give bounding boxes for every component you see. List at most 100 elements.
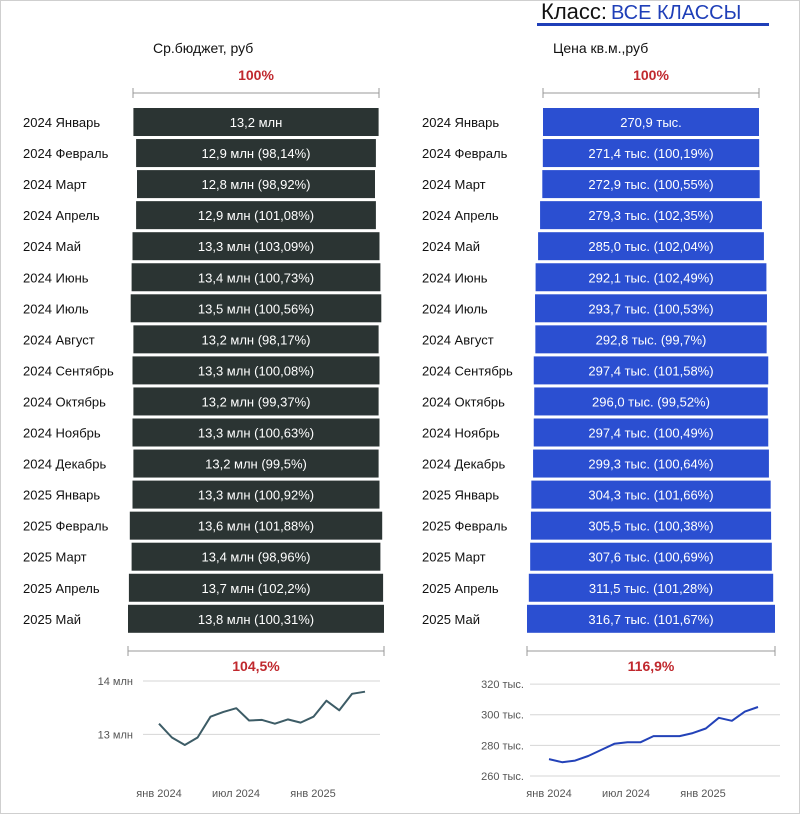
bar-value-label: 13,2 млн (98,17%): [202, 332, 311, 347]
row-label: 2024 Апрель: [23, 208, 100, 223]
row-label: 2024 Ноябрь: [23, 426, 101, 441]
funnel-bar[interactable]: [131, 542, 381, 571]
row-label: 2024 Октябрь: [422, 394, 505, 409]
y-tick-label: 14 млн: [98, 676, 133, 688]
y-tick-label: 260 тыс.: [481, 771, 524, 783]
y-tick-label: 13 млн: [98, 729, 133, 741]
funnel-bar[interactable]: [534, 387, 768, 416]
bar-value-label: 270,9 тыс.: [620, 115, 682, 130]
row-label: 2024 Декабрь: [23, 457, 106, 472]
funnel-bar[interactable]: [133, 387, 379, 416]
funnel-bar[interactable]: [131, 263, 381, 292]
bar-value-label: 12,8 млн (98,92%): [202, 177, 311, 192]
row-label: 2024 Март: [422, 177, 486, 192]
bar-value-label: 13,4 млн (98,96%): [202, 550, 311, 565]
y-tick-label: 280 тыс.: [481, 740, 524, 752]
funnel-bar[interactable]: [530, 542, 772, 571]
row-label: 2024 Август: [422, 332, 494, 347]
row-label: 2024 Апрель: [422, 208, 499, 223]
row-label: 2024 Январь: [23, 115, 100, 130]
row-label: 2024 Июль: [422, 301, 488, 316]
left-top-percent: 100%: [238, 67, 274, 83]
bar-value-label: 279,3 тыс. (102,35%): [588, 208, 713, 223]
bar-value-label: 13,4 млн (100,73%): [198, 270, 314, 285]
funnel-bar[interactable]: [130, 294, 382, 323]
funnel-bar[interactable]: [128, 573, 384, 602]
bar-value-label: 297,4 тыс. (100,49%): [588, 426, 713, 441]
funnel-bar[interactable]: [527, 604, 775, 633]
row-label: 2024 Сентябрь: [422, 363, 513, 378]
row-label: 2024 Февраль: [422, 146, 508, 161]
bar-value-label: 299,3 тыс. (100,64%): [588, 457, 713, 472]
row-label: 2024 Май: [23, 239, 81, 254]
row-label: 2025 Январь: [422, 488, 499, 503]
bar-value-label: 13,2 млн: [230, 115, 283, 130]
bar-value-label: 13,3 млн (100,63%): [198, 426, 314, 441]
funnel-bar[interactable]: [133, 108, 379, 136]
row-label: 2024 Январь: [422, 115, 499, 130]
funnel-bar[interactable]: [132, 418, 380, 447]
funnel-bar[interactable]: [542, 139, 760, 168]
row-label: 2024 Февраль: [23, 146, 109, 161]
class-value[interactable]: ВСЕ КЛАССЫ: [611, 2, 741, 24]
funnel-bar[interactable]: [531, 480, 771, 509]
funnel-bar[interactable]: [528, 573, 774, 602]
funnel-bar[interactable]: [132, 232, 380, 261]
bar-value-label: 297,4 тыс. (101,58%): [588, 363, 713, 378]
right-sparkline: 320 тыс. 300 тыс. 280 тыс. 260 тыс.янв 2024…: [481, 679, 780, 800]
funnel-bar[interactable]: [136, 139, 376, 168]
funnel-bar[interactable]: [543, 108, 759, 136]
funnel-bar[interactable]: [128, 604, 384, 633]
bar-value-label: 13,3 млн (100,08%): [198, 363, 314, 378]
funnel-bar[interactable]: [137, 170, 375, 199]
funnel-bar[interactable]: [132, 480, 380, 509]
funnel-bar[interactable]: [542, 170, 760, 199]
bar-value-label: 285,0 тыс. (102,04%): [588, 239, 713, 254]
x-tick-label: июл 2024: [212, 788, 260, 800]
x-tick-label: июл 2024: [602, 788, 650, 800]
x-tick-label: янв 2024: [526, 788, 571, 800]
row-label: 2025 Февраль: [23, 519, 109, 534]
left-sparkline: 14 млн 13 млн янв 2024 июл 2024 янв 2025: [98, 676, 380, 800]
bar-value-label: 12,9 млн (98,14%): [202, 146, 311, 161]
funnel-bar[interactable]: [133, 325, 379, 354]
bar-value-label: 13,3 млн (100,92%): [198, 488, 314, 503]
funnel-bar[interactable]: [538, 232, 764, 261]
bar-value-label: 271,4 тыс. (100,19%): [588, 146, 713, 161]
funnel-bar[interactable]: [535, 325, 767, 354]
row-label: 2024 Июнь: [422, 270, 488, 285]
class-label: Класс:: [541, 0, 607, 24]
bar-value-label: 305,5 тыс. (100,38%): [588, 519, 713, 534]
funnel-bar[interactable]: [132, 356, 380, 385]
row-label: 2025 Май: [422, 612, 480, 627]
funnel-bar[interactable]: [533, 418, 769, 447]
funnel-bar[interactable]: [530, 511, 772, 540]
funnel-bar[interactable]: [133, 449, 379, 478]
funnel-bar[interactable]: [535, 294, 767, 323]
left-bottom-percent: 104,5%: [232, 658, 280, 674]
funnel-bar[interactable]: [540, 201, 762, 230]
row-label: 2025 Апрель: [23, 581, 100, 596]
row-label: 2024 Май: [422, 239, 480, 254]
bar-value-label: 292,8 тыс. (99,7%): [596, 332, 707, 347]
bar-value-label: 13,2 млн (99,5%): [205, 457, 307, 472]
row-label: 2025 Май: [23, 612, 81, 627]
sparkline-series: [158, 690, 366, 746]
row-label: 2025 Март: [23, 550, 87, 565]
row-label: 2025 Февраль: [422, 519, 508, 534]
y-tick-label: 300 тыс.: [481, 710, 524, 722]
bar-value-label: 12,9 млн (101,08%): [198, 208, 314, 223]
left-funnel-chart: 2024 Январь 13,2 млн 2024 Февраль 12,9 млн …: [23, 88, 385, 656]
funnel-bar[interactable]: [533, 356, 769, 385]
funnel-bar[interactable]: [129, 511, 383, 540]
right-funnel-chart: 2024 Январь 270,9 тыс. 2024 Февраль 271,4 т…: [422, 88, 776, 656]
funnel-bar[interactable]: [136, 201, 376, 230]
funnel-bar[interactable]: [533, 449, 769, 478]
class-underline: [537, 23, 769, 26]
sparkline-series: [548, 706, 759, 764]
bar-value-label: 272,9 тыс. (100,55%): [588, 177, 713, 192]
row-label: 2025 Март: [422, 550, 486, 565]
x-tick-label: янв 2024: [136, 788, 181, 800]
funnel-bar[interactable]: [535, 263, 767, 292]
